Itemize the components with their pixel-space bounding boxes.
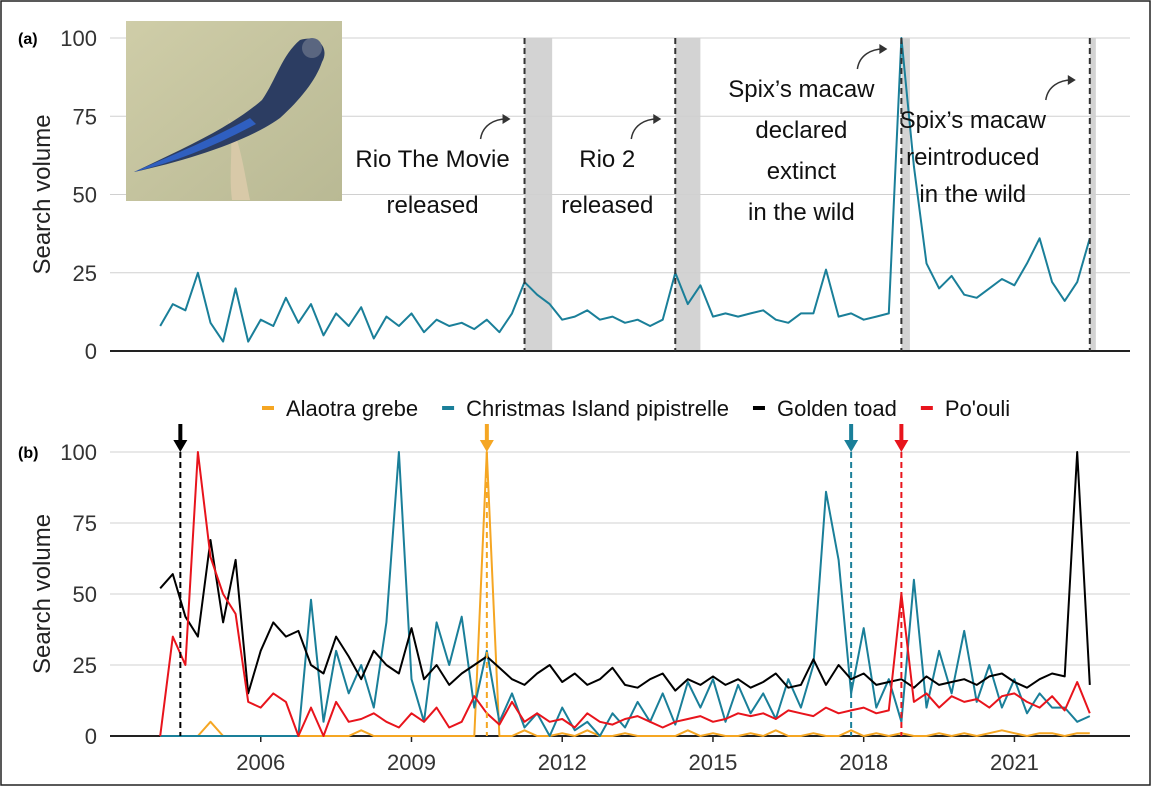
annotation-text: Rio The Movie bbox=[355, 146, 509, 173]
panel-label: (b) bbox=[18, 445, 38, 462]
legend-label: Alaotra grebe bbox=[286, 396, 418, 421]
legend-label: Golden toad bbox=[777, 396, 897, 421]
y-tick-label: 75 bbox=[73, 511, 97, 536]
annotation-text: Spix’s macaw bbox=[728, 76, 875, 103]
y-tick-label: 100 bbox=[60, 26, 97, 51]
annotation-text: Spix’s macaw bbox=[900, 107, 1047, 134]
annotation-text: released bbox=[561, 192, 653, 219]
y-tick-label: 50 bbox=[73, 183, 97, 208]
y-tick-label: 0 bbox=[85, 724, 97, 749]
marker-arrowhead bbox=[844, 440, 859, 452]
y-tick-label: 25 bbox=[73, 653, 97, 678]
panel-label: (a) bbox=[18, 31, 38, 48]
x-tick-label: 2009 bbox=[387, 750, 436, 775]
annotation-arrowhead bbox=[879, 44, 888, 54]
series-line bbox=[160, 451, 1091, 737]
annotation-text: released bbox=[387, 192, 479, 219]
legend-label: Po'ouli bbox=[945, 396, 1010, 421]
bird-head bbox=[302, 38, 322, 58]
annotation-text: in the wild bbox=[919, 181, 1026, 208]
legend-label: Christmas Island pipistrelle bbox=[466, 396, 729, 421]
bird-tail bbox=[134, 118, 256, 172]
annotation-text: declared bbox=[755, 117, 847, 144]
annotation-text: extinct bbox=[767, 158, 837, 185]
y-tick-label: 0 bbox=[85, 339, 97, 364]
y-tick-label: 100 bbox=[60, 440, 97, 465]
series-line bbox=[160, 451, 1090, 737]
macaw-photo bbox=[126, 21, 342, 201]
y-axis-title: Search volume bbox=[29, 514, 56, 674]
marker-arrowhead bbox=[479, 440, 494, 452]
y-tick-label: 25 bbox=[73, 261, 97, 286]
annotation-text: Rio 2 bbox=[579, 146, 635, 173]
annotation-arrowhead bbox=[653, 114, 662, 124]
annotation-arrowhead bbox=[502, 114, 511, 124]
y-tick-label: 50 bbox=[73, 582, 97, 607]
y-axis-title: Search volume bbox=[29, 114, 56, 274]
x-tick-label: 2021 bbox=[990, 750, 1039, 775]
x-tick-label: 2012 bbox=[538, 750, 587, 775]
marker-arrowhead bbox=[894, 440, 909, 452]
x-tick-label: 2018 bbox=[839, 750, 888, 775]
annotation-text: reintroduced bbox=[906, 144, 1039, 171]
x-tick-label: 2006 bbox=[236, 750, 285, 775]
series-line bbox=[159, 37, 1091, 343]
annotation-arrowhead bbox=[1067, 75, 1076, 85]
annotation-text: in the wild bbox=[748, 199, 855, 226]
series-line bbox=[159, 451, 1091, 695]
x-tick-label: 2015 bbox=[688, 750, 737, 775]
y-tick-label: 75 bbox=[73, 104, 97, 129]
series-line bbox=[159, 451, 1091, 737]
marker-arrowhead bbox=[173, 440, 188, 452]
